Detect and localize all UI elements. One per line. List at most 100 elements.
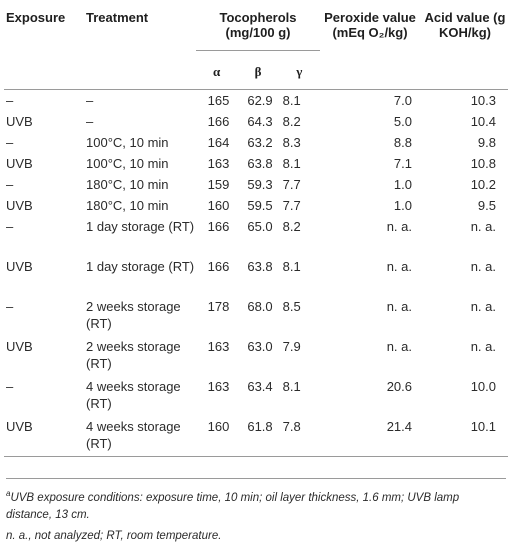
cell-treatment: 4 weeks storage (RT) <box>86 419 181 451</box>
cell-alpha: 166 <box>207 259 230 274</box>
cell-alpha: 163 <box>207 156 230 171</box>
cell-exposure: UVB <box>6 339 33 354</box>
table-row: UVB 180°C, 10 min 160 59.5 7.7 1.0 9.5 <box>4 195 508 216</box>
header-exposure: Exposure <box>6 10 66 25</box>
header-acid: Acid value (g KOH/kg) <box>424 0 508 90</box>
cell-peroxide: 1.0 <box>393 177 412 192</box>
cell-peroxide: 7.0 <box>393 93 412 108</box>
cell-alpha: 164 <box>207 135 230 150</box>
cell-beta: 68.0 <box>247 299 273 314</box>
table-row: UVB 2 weeks storage (RT) 163 63.0 7.9 n. a. n.… <box>4 336 508 376</box>
cell-acid: 9.5 <box>477 198 496 213</box>
table-row: – 4 weeks storage (RT) 163 63.4 8.1 20.6 10.0 <box>4 376 508 416</box>
cell-treatment: 180°C, 10 min <box>86 198 169 213</box>
footnote-a: aUVB exposure conditions: exposure time,… <box>6 485 506 524</box>
cell-alpha: 160 <box>207 419 230 434</box>
table-row: – 180°C, 10 min 159 59.3 7.7 1.0 10.2 <box>4 174 508 195</box>
cell-peroxide: 7.1 <box>393 156 412 171</box>
cell-alpha: 163 <box>207 379 230 394</box>
cell-beta: 65.0 <box>247 219 273 234</box>
cell-treatment: 100°C, 10 min <box>86 135 169 150</box>
cell-exposure: UVB <box>6 156 33 171</box>
cell-acid: 10.3 <box>470 93 496 108</box>
cell-alpha: 178 <box>207 299 230 314</box>
cell-exposure: – <box>6 177 14 192</box>
header-tocopherols: Tocopherols (mg/100 g) <box>196 0 320 51</box>
cell-treatment: 180°C, 10 min <box>86 177 169 192</box>
header-peroxide: Peroxide value (mEq O₂/kg) <box>320 0 424 90</box>
cell-gamma: 8.1 <box>282 93 301 108</box>
cell-exposure: – <box>6 379 14 394</box>
cell-alpha: 159 <box>207 177 230 192</box>
cell-peroxide: 21.4 <box>386 419 412 434</box>
table-row: – 100°C, 10 min 164 63.2 8.3 8.8 9.8 <box>4 132 508 153</box>
cell-treatment: 1 day storage (RT) <box>86 219 195 234</box>
cell-beta: 63.8 <box>247 259 273 274</box>
table-row: UVB 100°C, 10 min 163 63.8 8.1 7.1 10.8 <box>4 153 508 174</box>
cell-alpha: 163 <box>207 339 230 354</box>
table-row: – 2 weeks storage (RT) 178 68.0 8.5 n. a. n. a… <box>4 296 508 336</box>
cell-gamma: 8.2 <box>282 219 301 234</box>
data-table: Exposure Treatment Tocopherols (mg/100 g… <box>4 0 508 457</box>
cell-acid: n. a. <box>470 259 496 274</box>
cell-acid: 10.1 <box>470 419 496 434</box>
cell-acid: 10.8 <box>470 156 496 171</box>
cell-alpha: 166 <box>207 114 230 129</box>
cell-peroxide: 20.6 <box>386 379 412 394</box>
table-container: Exposure Treatment Tocopherols (mg/100 g… <box>4 0 508 542</box>
cell-exposure: UVB <box>6 259 33 274</box>
cell-gamma: 8.3 <box>282 135 301 150</box>
cell-acid: 10.0 <box>470 379 496 394</box>
header-treatment: Treatment <box>86 10 149 25</box>
cell-treatment: 2 weeks storage (RT) <box>86 339 181 371</box>
cell-peroxide: 8.8 <box>393 135 412 150</box>
cell-peroxide: n. a. <box>386 219 412 234</box>
cell-gamma: 7.9 <box>282 339 301 354</box>
cell-gamma: 7.8 <box>282 419 301 434</box>
table-body: – – 165 62.9 8.1 7.0 10.3 UVB – 166 64.3 8.2 5.0 10.4… <box>4 89 508 457</box>
cell-gamma: 7.7 <box>282 198 301 213</box>
footnote-a-text: UVB exposure conditions: exposure time, … <box>6 491 460 521</box>
cell-peroxide: n. a. <box>386 299 412 314</box>
cell-beta: 62.9 <box>247 93 273 108</box>
cell-exposure: – <box>6 93 14 108</box>
table-row: UVB 4 weeks storage (RT) 160 61.8 7.8 21.4 10.… <box>4 416 508 457</box>
cell-beta: 59.3 <box>247 177 273 192</box>
cell-alpha: 160 <box>207 198 230 213</box>
cell-treatment: – <box>86 93 94 108</box>
cell-alpha: 166 <box>207 219 230 234</box>
table-row: UVB – 166 64.3 8.2 5.0 10.4 <box>4 111 508 132</box>
cell-beta: 63.8 <box>247 156 273 171</box>
cell-acid: n. a. <box>470 299 496 314</box>
header-gamma: γ <box>296 64 303 79</box>
table-row: UVB 1 day storage (RT) 166 63.8 8.1 n. a. n. a… <box>4 256 508 296</box>
cell-acid: 10.2 <box>470 177 496 192</box>
cell-alpha: 165 <box>207 93 230 108</box>
cell-beta: 61.8 <box>247 419 273 434</box>
cell-gamma: 8.1 <box>282 259 301 274</box>
cell-gamma: 7.7 <box>282 177 301 192</box>
cell-treatment: 1 day storage (RT) <box>86 259 195 274</box>
cell-gamma: 8.1 <box>282 156 301 171</box>
cell-beta: 63.4 <box>247 379 273 394</box>
cell-acid: 10.4 <box>470 114 496 129</box>
cell-peroxide: 5.0 <box>393 114 412 129</box>
cell-acid: 9.8 <box>477 135 496 150</box>
cell-exposure: – <box>6 135 14 150</box>
cell-exposure: – <box>6 219 14 234</box>
footnote-a-mark: a <box>6 489 11 498</box>
cell-treatment: 4 weeks storage (RT) <box>86 379 181 411</box>
cell-beta: 59.5 <box>247 198 273 213</box>
table-row: – – 165 62.9 8.1 7.0 10.3 <box>4 90 508 112</box>
footnotes: aUVB exposure conditions: exposure time,… <box>6 478 506 545</box>
cell-peroxide: n. a. <box>386 259 412 274</box>
cell-acid: n. a. <box>470 339 496 354</box>
header-beta: β <box>254 64 262 79</box>
cell-peroxide: n. a. <box>386 339 412 354</box>
cell-exposure: UVB <box>6 419 33 434</box>
cell-exposure: UVB <box>6 198 33 213</box>
cell-acid: n. a. <box>470 219 496 234</box>
cell-beta: 63.2 <box>247 135 273 150</box>
header-acid-text: Acid value (g KOH/kg) <box>424 10 506 40</box>
cell-beta: 64.3 <box>247 114 273 129</box>
